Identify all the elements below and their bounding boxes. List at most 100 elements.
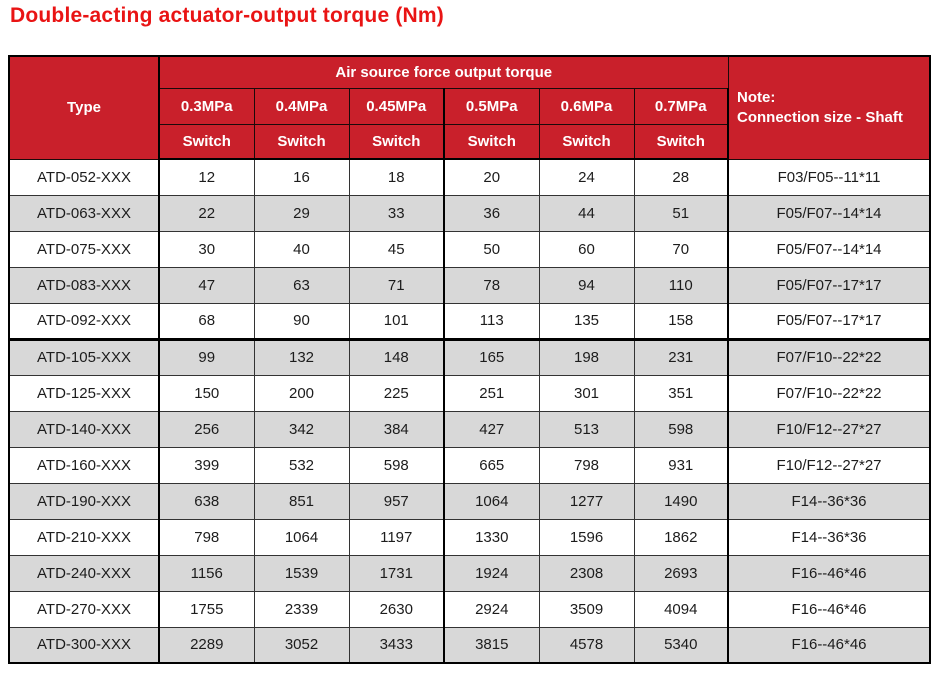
torque-value-cell: 50: [443, 230, 540, 268]
torque-value-cell: 598: [633, 410, 729, 448]
torque-value-cell: 12: [158, 158, 255, 196]
torque-value-cell: 132: [253, 338, 350, 376]
torque-value-cell: 301: [538, 374, 635, 412]
torque-value-cell: 665: [443, 446, 540, 484]
torque-value-cell: 63: [253, 266, 350, 304]
torque-value-cell: 2630: [348, 590, 445, 628]
type-cell: ATD-063-XXX: [8, 194, 160, 232]
note-cell: F14--36*36: [727, 518, 931, 556]
switch-header-0.45mpa: Switch: [348, 123, 445, 160]
torque-value-cell: 1539: [253, 554, 350, 592]
torque-value-cell: 94: [538, 266, 635, 304]
torque-value-cell: 47: [158, 266, 255, 304]
table-row: ATD-240-XXX 1156 1539 1731 1924 2308 2693 F16--…: [8, 554, 931, 592]
torque-value-cell: 1277: [538, 482, 635, 520]
pressure-header-0.5mpa: 0.5MPa: [443, 87, 540, 125]
torque-value-cell: 225: [348, 374, 445, 412]
note-cell: F14--36*36: [727, 482, 931, 520]
type-cell: ATD-300-XXX: [8, 626, 160, 664]
torque-value-cell: 427: [443, 410, 540, 448]
torque-value-cell: 342: [253, 410, 350, 448]
type-cell: ATD-140-XXX: [8, 410, 160, 448]
torque-value-cell: 33: [348, 194, 445, 232]
torque-value-cell: 1330: [443, 518, 540, 556]
torque-value-cell: 1156: [158, 554, 255, 592]
torque-value-cell: 1862: [633, 518, 729, 556]
torque-value-cell: 30: [158, 230, 255, 268]
torque-value-cell: 44: [538, 194, 635, 232]
torque-value-cell: 24: [538, 158, 635, 196]
torque-value-cell: 251: [443, 374, 540, 412]
torque-value-cell: 3052: [253, 626, 350, 664]
torque-value-cell: 1731: [348, 554, 445, 592]
type-cell: ATD-125-XXX: [8, 374, 160, 412]
pressure-header-row: 0.3MPa 0.4MPa 0.45MPa 0.5MPa 0.6MPa 0.7MPa: [9, 87, 930, 125]
table-row: ATD-075-XXX 30 40 45 50 60 70 F05/F07--14*14: [8, 230, 931, 268]
group-header: Air source force output torque: [158, 55, 729, 89]
note-cell: F05/F07--17*17: [727, 302, 931, 341]
torque-value-cell: 2308: [538, 554, 635, 592]
table-row: ATD-300-XXX 2289 3052 3433 3815 4578 5340 F16--…: [8, 626, 931, 664]
note-cell: F03/F05--11*11: [727, 158, 931, 196]
torque-value-cell: 18: [348, 158, 445, 196]
note-cell: F16--46*46: [727, 590, 931, 628]
note-column-header: Note: Connection size - Shaft: [727, 55, 931, 160]
torque-value-cell: 60: [538, 230, 635, 268]
type-cell: ATD-083-XXX: [8, 266, 160, 304]
type-cell: ATD-210-XXX: [8, 518, 160, 556]
table-row: ATD-140-XXX 256 342 384 427 513 598 F10/F12--27…: [8, 410, 931, 448]
note-cell: F16--46*46: [727, 626, 931, 664]
torque-value-cell: 29: [253, 194, 350, 232]
torque-value-cell: 351: [633, 374, 729, 412]
torque-value-cell: 3815: [443, 626, 540, 664]
torque-value-cell: 71: [348, 266, 445, 304]
note-cell: F16--46*46: [727, 554, 931, 592]
torque-value-cell: 384: [348, 410, 445, 448]
torque-value-cell: 51: [633, 194, 729, 232]
table-row: ATD-052-XXX 12 16 18 20 24 28 F03/F05--11*11: [8, 158, 931, 196]
torque-value-cell: 70: [633, 230, 729, 268]
note-header-line1: Note:: [737, 88, 776, 106]
note-cell: F10/F12--27*27: [727, 410, 931, 448]
pressure-header-0.3mpa: 0.3MPa: [158, 87, 255, 125]
torque-value-cell: 45: [348, 230, 445, 268]
torque-value-cell: 165: [443, 338, 540, 376]
type-cell: ATD-075-XXX: [8, 230, 160, 268]
torque-value-cell: 68: [158, 302, 255, 341]
note-header-line2: Connection size - Shaft: [737, 108, 903, 126]
torque-value-cell: 20: [443, 158, 540, 196]
note-cell: F05/F07--14*14: [727, 194, 931, 232]
table-row: ATD-270-XXX 1755 2339 2630 2924 3509 4094 F16--…: [8, 590, 931, 628]
torque-value-cell: 1490: [633, 482, 729, 520]
table-row: ATD-210-XXX 798 1064 1197 1330 1596 1862 F14--3…: [8, 518, 931, 556]
torque-value-cell: 198: [538, 338, 635, 376]
table-row: ATD-092-XXX 68 90 101 113 135 158 F05/F07--17*1…: [8, 302, 931, 341]
torque-value-cell: 931: [633, 446, 729, 484]
switch-header-0.7mpa: Switch: [633, 123, 729, 160]
torque-value-cell: 2693: [633, 554, 729, 592]
torque-value-cell: 798: [158, 518, 255, 556]
pressure-header-0.45mpa: 0.45MPa: [348, 87, 445, 125]
torque-value-cell: 150: [158, 374, 255, 412]
torque-value-cell: 148: [348, 338, 445, 376]
torque-value-cell: 3433: [348, 626, 445, 664]
torque-value-cell: 256: [158, 410, 255, 448]
torque-value-cell: 5340: [633, 626, 729, 664]
torque-value-cell: 1755: [158, 590, 255, 628]
torque-value-cell: 399: [158, 446, 255, 484]
type-cell: ATD-160-XXX: [8, 446, 160, 484]
table-row: ATD-063-XXX 22 29 33 36 44 51 F05/F07--14*14: [8, 194, 931, 232]
pressure-header-0.6mpa: 0.6MPa: [538, 87, 635, 125]
pressure-header-0.4mpa: 0.4MPa: [253, 87, 350, 125]
type-cell: ATD-240-XXX: [8, 554, 160, 592]
type-cell: ATD-092-XXX: [8, 302, 160, 341]
torque-value-cell: 2289: [158, 626, 255, 664]
torque-value-cell: 798: [538, 446, 635, 484]
note-cell: F05/F07--17*17: [727, 266, 931, 304]
type-cell: ATD-270-XXX: [8, 590, 160, 628]
type-column-header: Type: [8, 55, 160, 160]
torque-value-cell: 99: [158, 338, 255, 376]
torque-value-cell: 22: [158, 194, 255, 232]
note-cell: F07/F10--22*22: [727, 374, 931, 412]
note-cell: F07/F10--22*22: [727, 338, 931, 376]
